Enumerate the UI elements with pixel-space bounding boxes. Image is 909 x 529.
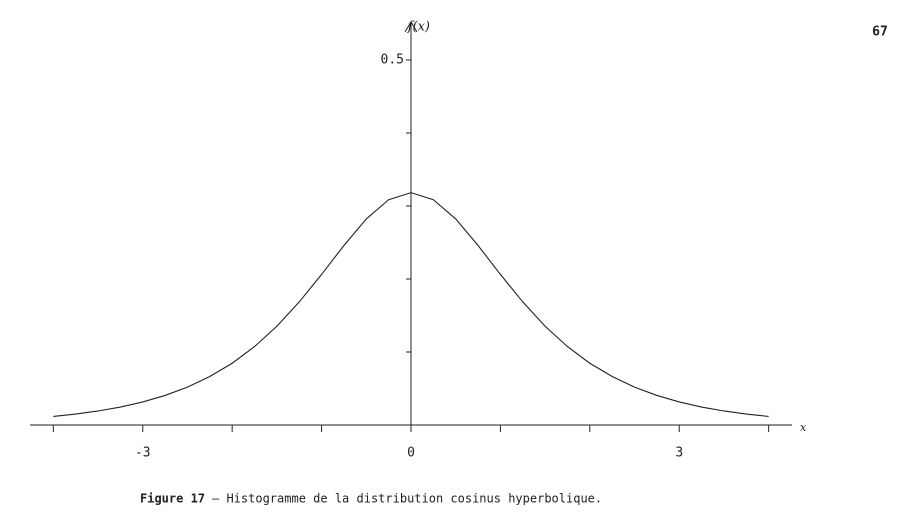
- figure-label: Figure 17: [140, 492, 205, 506]
- y-axis-label: f(x): [407, 20, 430, 35]
- x-tick-label: -3: [135, 446, 151, 461]
- x-axis-label: x: [800, 421, 807, 434]
- y-tick-label: 0.5: [381, 53, 404, 68]
- x-tick-label: 3: [675, 446, 683, 461]
- x-tick-label: 0: [407, 446, 415, 461]
- page-number: 67: [872, 25, 888, 40]
- y-arrow: [404, 21, 418, 33]
- curve: [53, 192, 769, 418]
- caption: — Histogramme de la distribution cosinus…: [212, 492, 602, 506]
